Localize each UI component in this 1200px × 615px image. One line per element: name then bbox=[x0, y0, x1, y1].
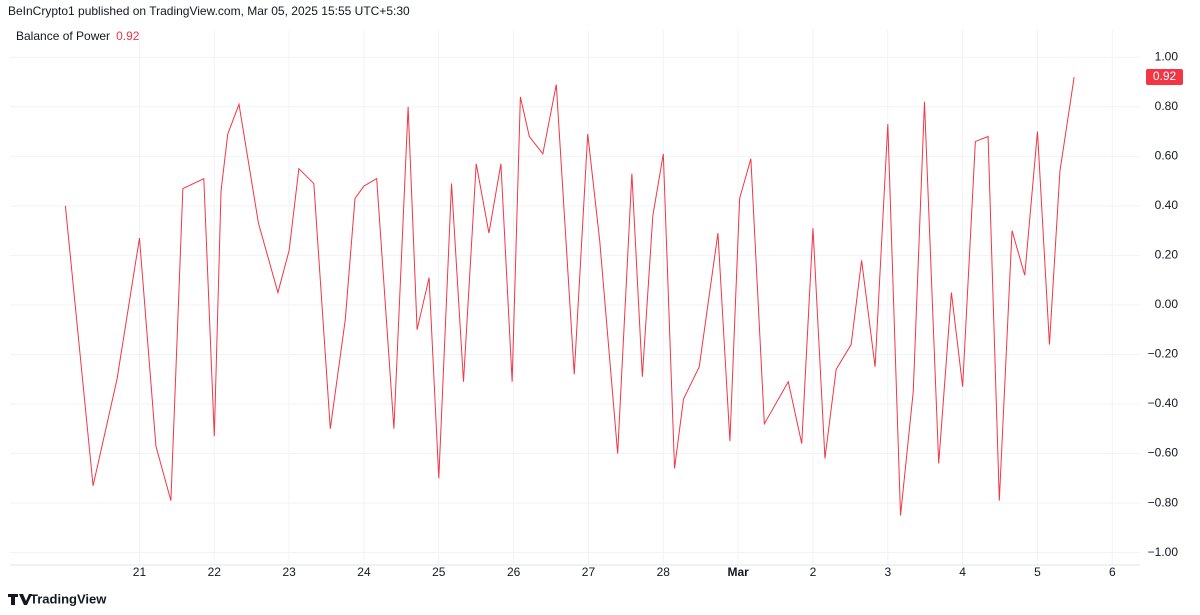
x-tick-label: 21 bbox=[133, 565, 147, 579]
x-tick-label: Mar bbox=[727, 565, 749, 579]
y-tick-label: −0.80 bbox=[1148, 495, 1179, 509]
logo-icon bbox=[8, 594, 32, 605]
x-tick-label: 26 bbox=[507, 565, 521, 579]
y-tick-label: 0.20 bbox=[1155, 248, 1179, 262]
last-value-box bbox=[1146, 69, 1183, 86]
y-tick-label: 1.00 bbox=[1155, 49, 1179, 63]
legend-name: Balance of Power bbox=[16, 29, 110, 43]
legend-value: 0.92 bbox=[116, 29, 140, 43]
x-tick-label: 4 bbox=[959, 565, 966, 579]
x-tick-label: 5 bbox=[1034, 565, 1041, 579]
x-tick-label: 2 bbox=[810, 565, 817, 579]
x-tick-label: 3 bbox=[884, 565, 891, 579]
x-tick-label: 22 bbox=[208, 565, 222, 579]
y-tick-label: −0.20 bbox=[1148, 347, 1179, 361]
y-tick-label: 0.60 bbox=[1155, 148, 1179, 162]
x-tick-label: 27 bbox=[582, 565, 596, 579]
x-tick-label: 6 bbox=[1109, 565, 1116, 579]
data-line bbox=[64, 76, 1075, 516]
y-tick-label: −0.40 bbox=[1148, 396, 1179, 410]
footer-logo: TradingView bbox=[30, 591, 107, 606]
x-tick-label: 25 bbox=[432, 565, 446, 579]
y-tick-label: 0.00 bbox=[1155, 297, 1179, 311]
last-value-label: 0.92 bbox=[1153, 69, 1177, 83]
x-tick-label: 23 bbox=[282, 565, 296, 579]
x-tick-label: 28 bbox=[657, 565, 671, 579]
y-tick-label: −0.60 bbox=[1148, 446, 1179, 460]
y-tick-label: 0.40 bbox=[1155, 198, 1179, 212]
y-tick-label: −1.00 bbox=[1148, 545, 1179, 559]
x-tick-label: 24 bbox=[357, 565, 371, 579]
y-tick-label: 0.80 bbox=[1155, 99, 1179, 113]
header: BeInCrypto1 published on TradingView.com… bbox=[8, 4, 410, 18]
